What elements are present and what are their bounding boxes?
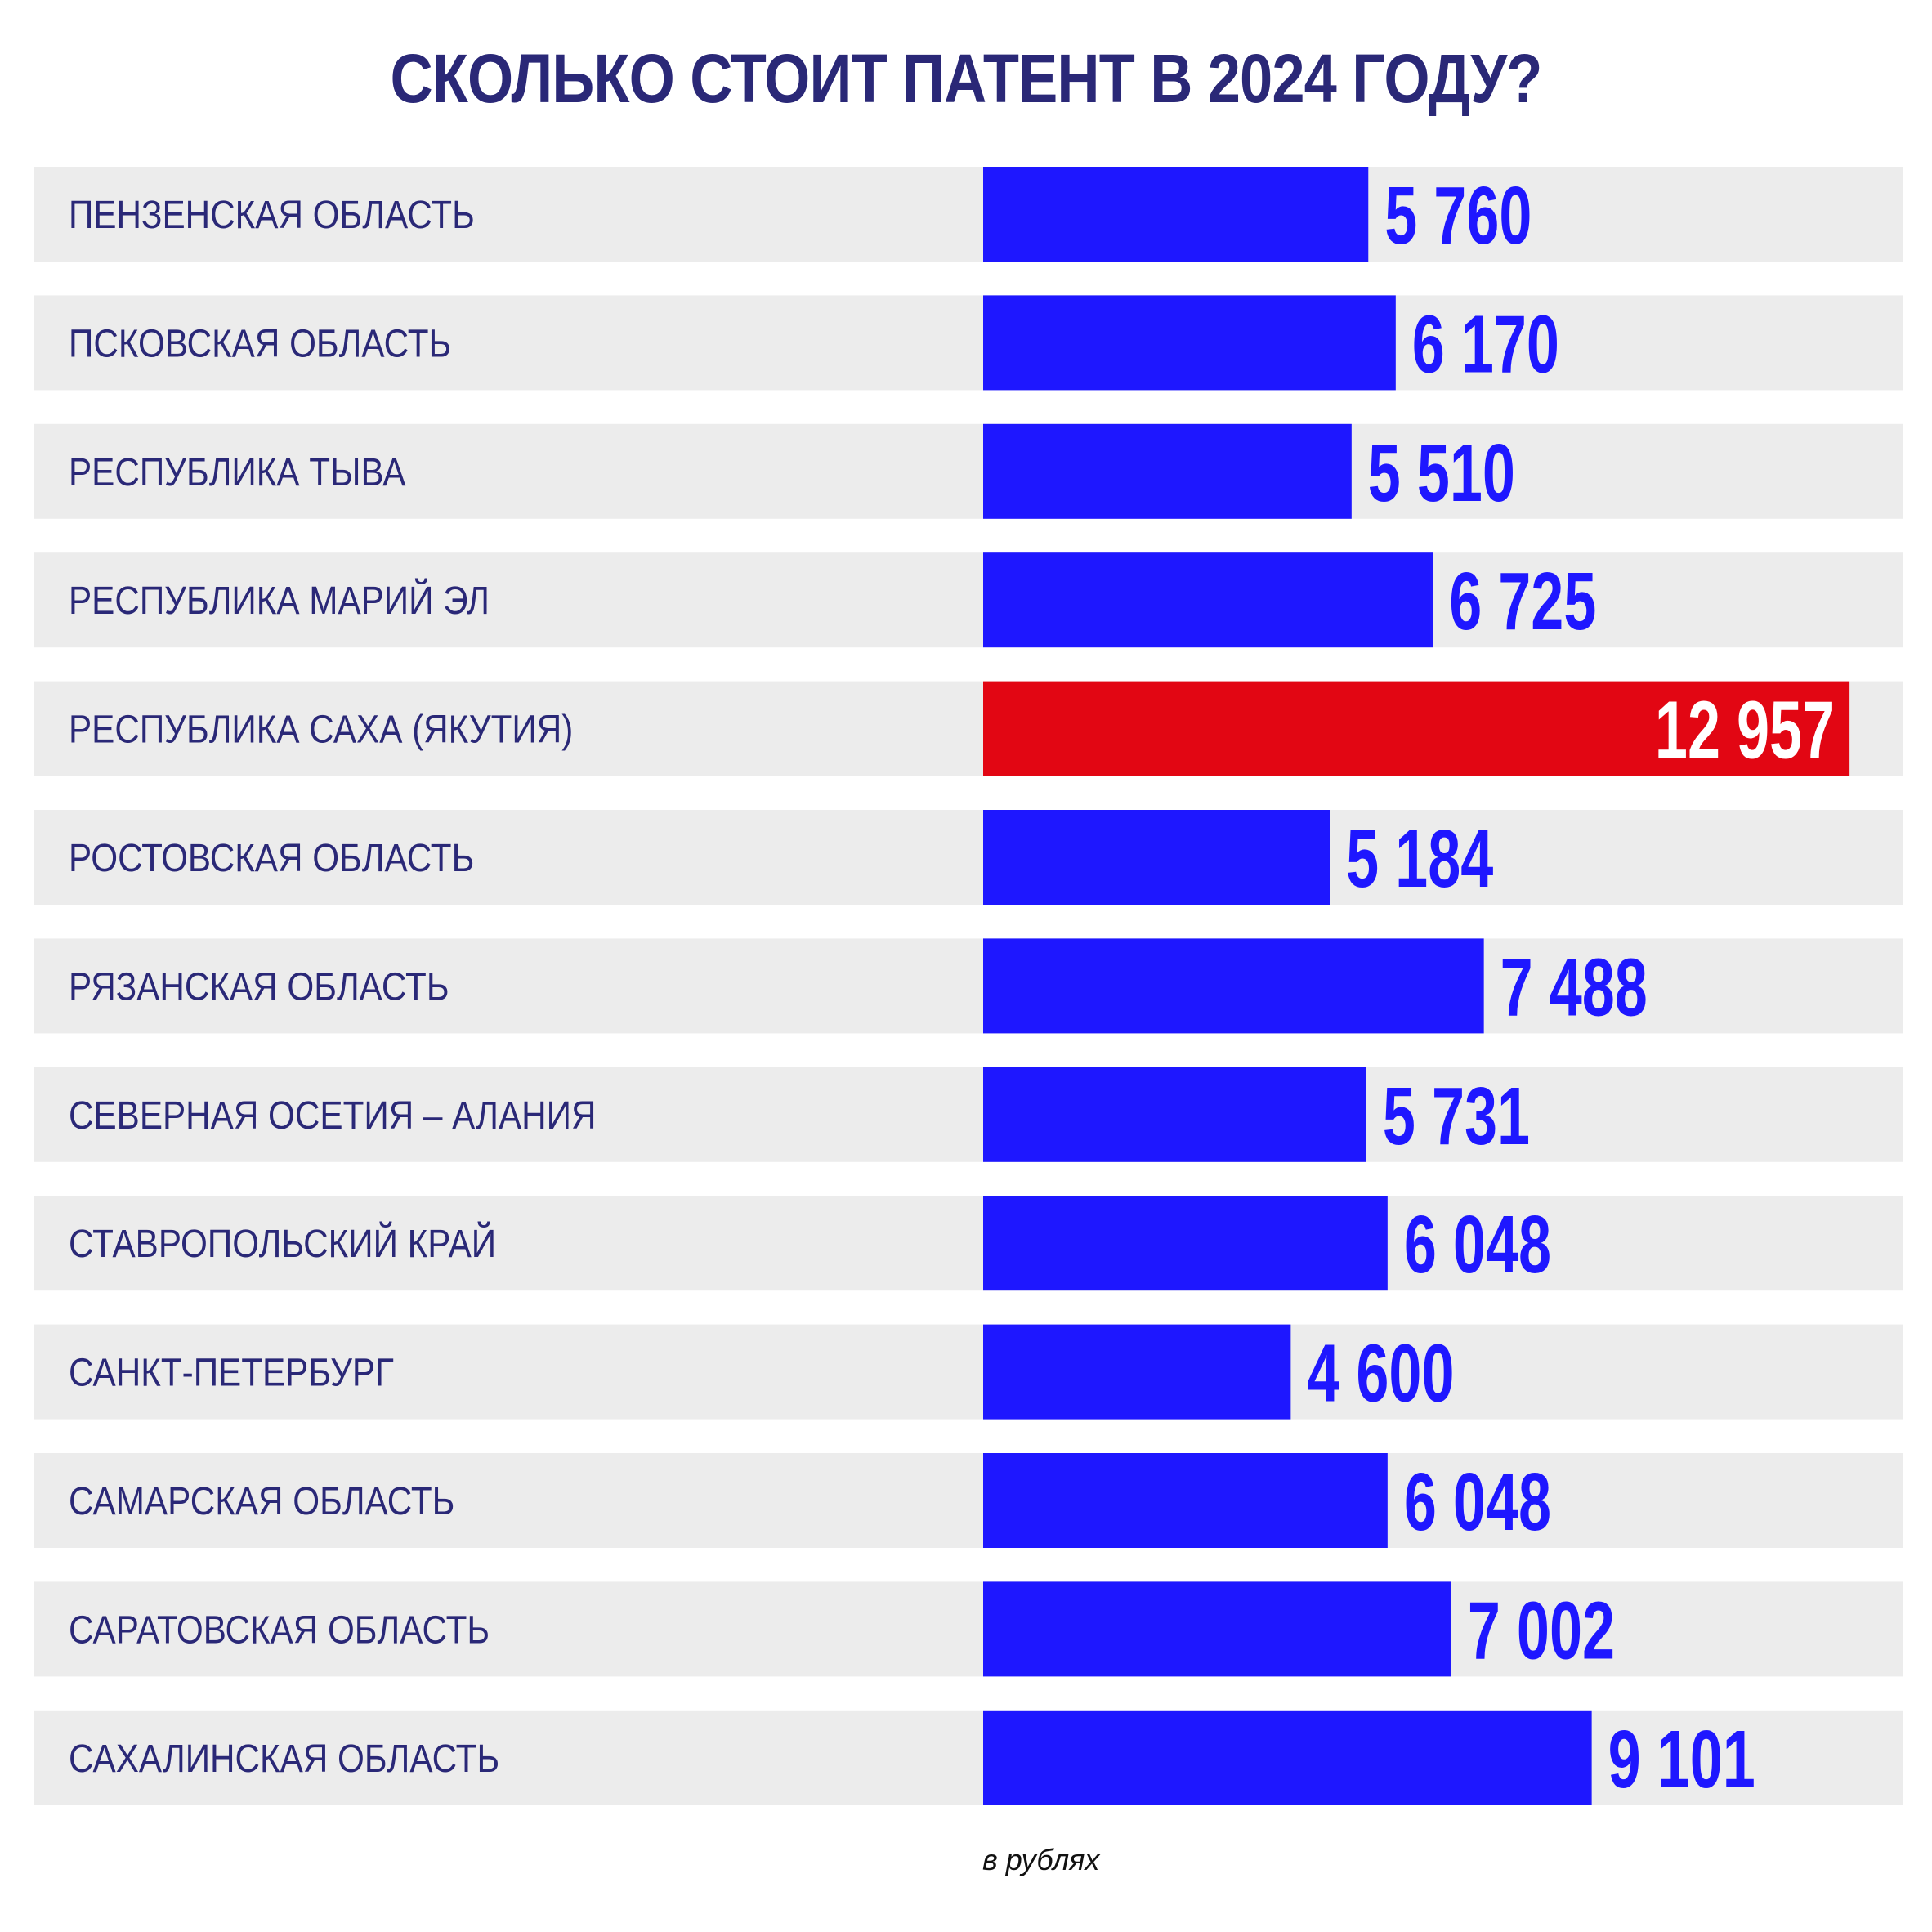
- bar: [983, 167, 1369, 262]
- value-label: 6 170: [1412, 299, 1559, 390]
- bar: [983, 1067, 1366, 1162]
- row-background: [34, 810, 1903, 905]
- unit-note: в рублях: [982, 1843, 1100, 1876]
- row-background: [34, 938, 1903, 1034]
- value-label: 5 760: [1384, 170, 1532, 261]
- category-label: РЕСПУБЛИКА САХА (ЯКУТИЯ): [69, 707, 573, 751]
- category-label: РОСТОВСКАЯ ОБЛАСТЬ: [69, 835, 474, 879]
- row-background: [34, 1453, 1903, 1548]
- value-label: 4 600: [1307, 1328, 1454, 1419]
- value-label: 6 048: [1404, 1456, 1551, 1547]
- bar-highlight: [983, 681, 1850, 776]
- bar: [983, 423, 1352, 519]
- category-label: СЕВЕРНАЯ ОСЕТИЯ – АЛАНИЯ: [69, 1093, 597, 1137]
- bar: [983, 1453, 1388, 1548]
- category-label: РЕСПУБЛИКА ТЫВА: [69, 449, 406, 494]
- row-background: [34, 295, 1903, 391]
- value-label: 7 002: [1468, 1585, 1615, 1676]
- bar: [983, 810, 1330, 905]
- value-label: 5 184: [1346, 813, 1493, 904]
- row-background: [34, 1196, 1903, 1291]
- bar: [983, 1324, 1291, 1420]
- value-label: 7 488: [1500, 942, 1648, 1033]
- value-label: 6 048: [1404, 1200, 1551, 1290]
- bar: [983, 1581, 1451, 1677]
- value-label: 5 510: [1368, 427, 1515, 518]
- row-background: [34, 1324, 1903, 1420]
- category-label: ПСКОВСКАЯ ОБЛАСТЬ: [69, 321, 451, 365]
- category-label: САМАРСКАЯ ОБЛАСТЬ: [69, 1478, 454, 1523]
- value-label: 5 731: [1383, 1071, 1530, 1161]
- category-label: РЯЗАНСКАЯ ОБЛАСТЬ: [69, 964, 449, 1008]
- row-background: [34, 167, 1903, 262]
- bar: [983, 938, 1484, 1034]
- row-background: [34, 1581, 1903, 1677]
- bar: [983, 1710, 1592, 1805]
- chart-title: СКОЛЬКО СТОИТ ПАТЕНТ В 2024 ГОДУ?: [390, 40, 1542, 117]
- row-background: [34, 552, 1903, 648]
- category-label: САХАЛИНСКАЯ ОБЛАСТЬ: [69, 1736, 499, 1780]
- category-label: САРАТОВСКАЯ ОБЛАСТЬ: [69, 1608, 490, 1652]
- bar: [983, 552, 1433, 648]
- row-background: [34, 1067, 1903, 1162]
- category-label: СТАВРОПОЛЬСКИЙ КРАЙ: [69, 1222, 496, 1266]
- category-label: ПЕНЗЕНСКАЯ ОБЛАСТЬ: [69, 192, 475, 236]
- row-background: [34, 423, 1903, 519]
- category-label: РЕСПУБЛИКА МАРИЙ ЭЛ: [69, 579, 490, 623]
- value-label: 12 957: [1655, 685, 1835, 776]
- value-label: 6 725: [1449, 557, 1596, 647]
- value-label: 9 101: [1608, 1714, 1755, 1805]
- category-label: САНКТ-ПЕТЕРБУРГ: [69, 1350, 394, 1394]
- bar: [983, 1196, 1388, 1291]
- bar: [983, 295, 1396, 391]
